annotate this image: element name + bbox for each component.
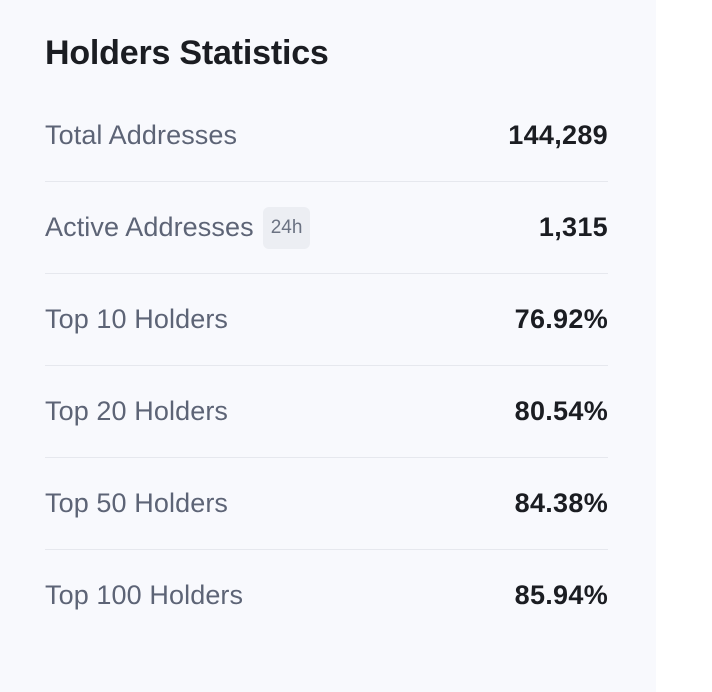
stat-value: 1,315 (538, 212, 608, 242)
stat-value: 144,289 (508, 120, 608, 150)
stat-label: Top 100 Holders (45, 580, 244, 610)
stat-label: Active Addresses (45, 212, 254, 242)
stat-label: Top 10 Holders (45, 304, 229, 334)
timeframe-badge: 24h (262, 206, 311, 249)
stat-value: 85.94% (514, 580, 608, 610)
holders-statistics-card: Holders Statistics Total Addresses 144,2… (45, 34, 608, 641)
stat-value: 76.92% (514, 304, 608, 334)
stat-row-top-10-holders: Top 10 Holders 76.92% (45, 274, 608, 366)
stat-row-total-addresses: Total Addresses 144,289 (45, 90, 608, 182)
stat-row-top-50-holders: Top 50 Holders 84.38% (45, 458, 608, 550)
stat-row-active-addresses: Active Addresses 24h 1,315 (45, 182, 608, 274)
stat-value: 80.54% (514, 396, 608, 426)
stat-row-top-20-holders: Top 20 Holders 80.54% (45, 366, 608, 458)
stat-label: Total Addresses (45, 120, 238, 150)
card-title: Holders Statistics (45, 34, 329, 72)
stats-list: Total Addresses 144,289 Active Addresses… (45, 90, 608, 641)
stat-row-top-100-holders: Top 100 Holders 85.94% (45, 550, 608, 641)
stat-value: 84.38% (514, 488, 608, 518)
stat-label: Top 50 Holders (45, 488, 229, 518)
stat-label: Top 20 Holders (45, 396, 229, 426)
